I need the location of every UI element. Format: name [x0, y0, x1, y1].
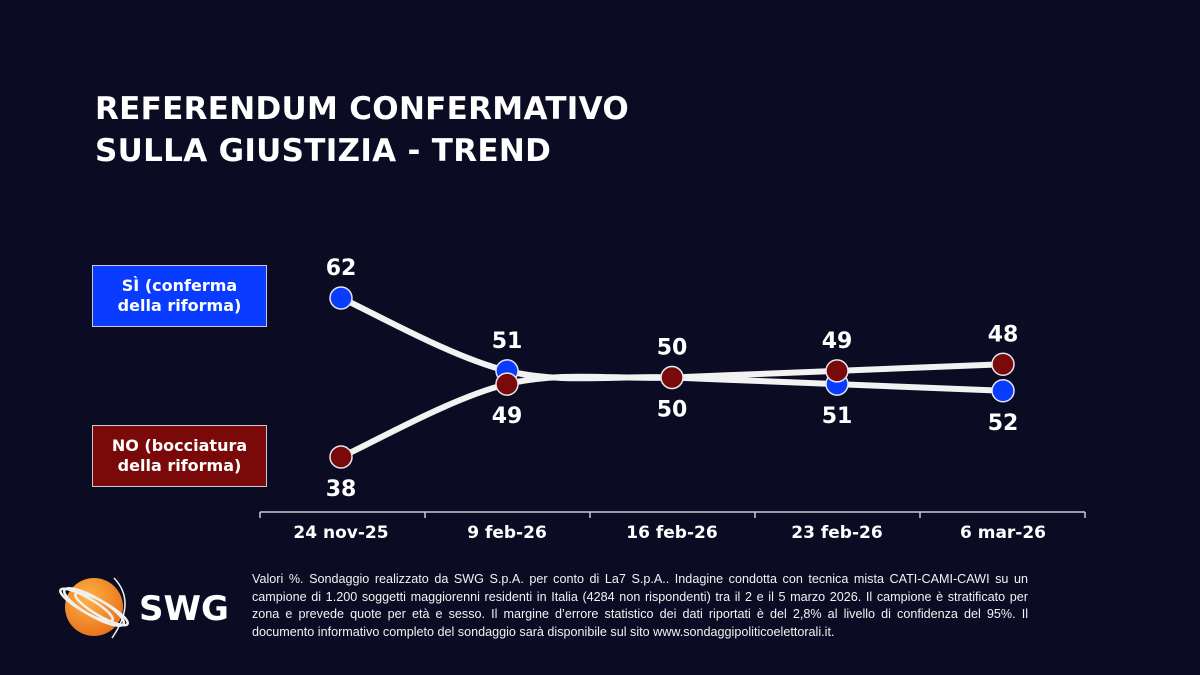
si-data-label: 50 — [657, 336, 688, 361]
chart-title: REFERENDUM CONFERMATIVO SULLA GIUSTIZIA -… — [95, 88, 629, 172]
no-data-label: 50 — [657, 398, 688, 423]
x-tick-label: 6 mar-26 — [960, 523, 1046, 543]
title-line-1: REFERENDUM CONFERMATIVO — [95, 91, 630, 127]
si-data-label: 49 — [822, 329, 853, 354]
si-data-label: 62 — [326, 256, 357, 281]
x-tick-label: 16 feb-26 — [626, 523, 717, 543]
swg-logo: SWG — [52, 572, 242, 642]
no-data-point — [991, 352, 1015, 376]
legend-si-line1: SÌ (conferma — [121, 276, 238, 295]
no-data-point — [495, 372, 519, 396]
legend-si: SÌ (conferma della riforma) — [92, 265, 267, 327]
no-data-point — [825, 359, 849, 383]
si-data-label: 51 — [492, 329, 523, 354]
si-data-point — [991, 379, 1015, 403]
legend-no-line2: della riforma) — [117, 456, 242, 475]
no-data-point — [660, 365, 684, 390]
footnote: Valori %. Sondaggio realizzato da SWG S.… — [252, 572, 1028, 639]
no-data-label: 38 — [326, 477, 357, 502]
x-tick-label: 23 feb-26 — [791, 523, 882, 543]
logo-text: SWG — [139, 589, 229, 629]
legend-no: NO (bocciatura della riforma) — [92, 425, 267, 487]
legend-no-line1: NO (bocciatura — [111, 436, 248, 455]
legend-si-line2: della riforma) — [117, 296, 242, 315]
no-data-point — [329, 445, 353, 469]
no-data-label: 49 — [492, 404, 523, 429]
no-data-label: 51 — [822, 404, 853, 429]
si-data-point — [329, 286, 353, 310]
si-data-label: 48 — [988, 322, 1019, 347]
x-tick-label: 24 nov-25 — [293, 523, 388, 543]
globe-logo-icon: SWG — [59, 577, 229, 639]
no-data-label: 52 — [988, 411, 1019, 436]
title-line-2: SULLA GIUSTIZIA - TREND — [95, 133, 552, 169]
x-tick-label: 9 feb-26 — [467, 523, 547, 543]
